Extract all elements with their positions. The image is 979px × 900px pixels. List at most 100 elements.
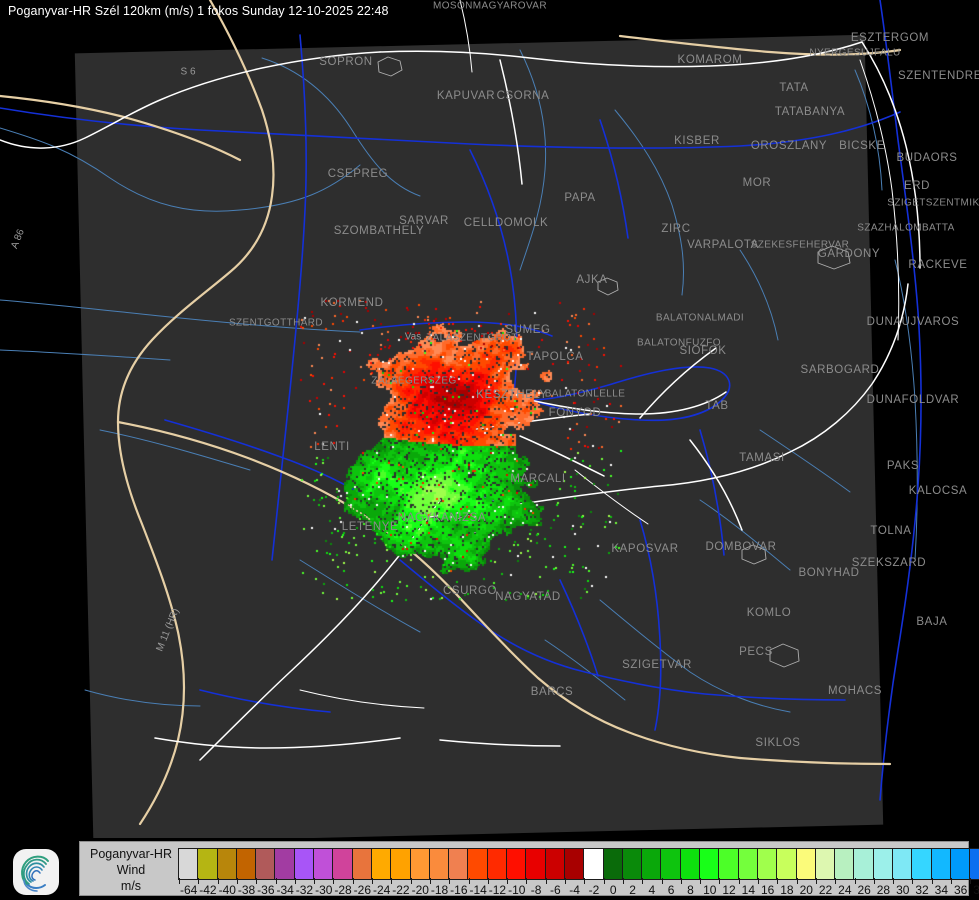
colorbar-tick — [294, 878, 296, 884]
legend-quantity-label: Wind — [116, 863, 146, 877]
omsz-spiral-logo — [13, 849, 59, 895]
radar-map[interactable]: SOPRON MOSONMAGYAROVAR KAPUVAR CSORNA KOMARO… — [0, 0, 979, 838]
colorbar-tick — [700, 878, 702, 884]
colorbar-tick — [545, 878, 547, 884]
colorbar-tick — [372, 878, 373, 884]
colorbar-swatch — [236, 849, 257, 879]
colorbar-legend: Poganyvar-HR Wind m/s -64 -42 -40 -38 -36 -34… — [79, 841, 979, 897]
colorbar-tick-label: 26 — [857, 883, 871, 897]
colorbar-swatch — [892, 849, 913, 879]
colorbar-tick — [603, 878, 605, 884]
colorbar-tick-label: -10 — [508, 883, 526, 897]
legend-title-block: Poganyvar-HR Wind m/s — [88, 846, 174, 894]
colorbar-tick — [738, 878, 740, 884]
colorbar-swatch — [642, 849, 662, 879]
page-title: Poganyvar-HR Szél 120km (m/s) 1 fokos Su… — [8, 4, 389, 18]
colorbar-swatches — [178, 848, 979, 880]
colorbar-swatch — [757, 849, 778, 879]
colorbar-tick-label: -2 — [588, 883, 600, 897]
colorbar-tick-label: -40 — [218, 883, 236, 897]
colorbar-swatch — [815, 849, 836, 879]
colorbar-tick — [970, 878, 972, 884]
colorbar-tick — [526, 878, 528, 884]
colorbar-tick — [314, 878, 316, 884]
colorbar-swatch — [950, 849, 971, 879]
colorbar-swatch — [507, 849, 527, 879]
colorbar-tick — [487, 878, 489, 884]
colorbar-tick-label: 24 — [838, 883, 852, 897]
colorbar-swatch — [738, 849, 758, 879]
colorbar-tick-label: -14 — [469, 883, 487, 897]
colorbar-tick — [507, 878, 509, 884]
colorbar-tick-label: 28 — [876, 883, 891, 897]
colorbar-swatch — [275, 849, 295, 879]
colorbar-tick-label: 34 — [934, 883, 949, 897]
colorbar-swatch — [777, 849, 797, 879]
colorbar-swatch — [352, 849, 372, 879]
colorbar-tick-label: -22 — [392, 883, 410, 897]
colorbar-swatch — [294, 849, 315, 879]
colorbar-swatch — [796, 849, 816, 879]
colorbar-tick — [758, 878, 759, 884]
colorbar-tick — [333, 878, 335, 884]
colorbar-tick — [429, 878, 431, 884]
colorbar-tick-label: -12 — [488, 883, 507, 897]
colorbar-tick-label: -64 — [179, 883, 198, 897]
colorbar-tick — [873, 878, 875, 884]
colorbar-tick — [661, 878, 663, 884]
legend-unit-label: m/s — [120, 879, 142, 893]
colorbar-swatch — [256, 849, 276, 879]
colorbar-tick-label: -4 — [569, 883, 580, 897]
colorbar-tick-label: -8 — [530, 883, 542, 897]
colorbar-swatch — [487, 849, 508, 879]
colorbar-tick — [410, 878, 412, 884]
colorbar-tick-label: 0 — [609, 883, 617, 897]
colorbar-tick — [951, 878, 952, 884]
colorbar-swatch — [564, 849, 585, 879]
legend-site-label: Poganyvar-HR — [90, 847, 172, 861]
colorbar-tick-label: -16 — [450, 883, 468, 897]
colorbar-swatch — [719, 849, 739, 879]
colorbar-swatch — [468, 849, 488, 879]
colorbar-tick-label: 2 — [629, 883, 636, 897]
colorbar-swatch — [835, 849, 855, 879]
colorbar-swatch — [700, 849, 720, 879]
colorbar-swatch — [449, 849, 469, 879]
colorbar-tick-label: 36 — [953, 883, 968, 897]
colorbar-tick-label: -24 — [372, 883, 391, 897]
colorbar-swatch — [198, 849, 218, 879]
colorbar-tick-label: 4 — [648, 883, 656, 897]
colorbar-swatch — [622, 849, 643, 879]
colorbar-tick-label: 20 — [799, 883, 813, 897]
colorbar-tick-label: 6 — [667, 883, 675, 897]
colorbar-swatch — [526, 849, 546, 879]
colorbar-tick-label: 10 — [703, 883, 717, 897]
colorbar-tick-label: 30 — [896, 883, 910, 897]
colorbar-swatch — [410, 849, 430, 879]
colorbar-tick — [352, 878, 354, 884]
colorbar-swatch — [371, 849, 392, 879]
colorbar-tick — [275, 878, 277, 884]
colorbar-swatch — [429, 849, 450, 879]
colorbar-tick-label: -34 — [276, 883, 294, 897]
colorbar-swatch — [931, 849, 951, 879]
colorbar-tick-label: 12 — [722, 883, 736, 897]
colorbar-tick-label: -18 — [430, 883, 449, 897]
colorbar-tick — [642, 878, 644, 884]
colorbar-swatch — [179, 849, 199, 879]
colorbar-swatch — [545, 849, 565, 879]
colorbar-tick-label: 18 — [780, 883, 794, 897]
colorbar-tick-label: -32 — [295, 883, 314, 897]
colorbar-tick — [912, 878, 914, 884]
colorbar-tick-label: 8 — [687, 883, 694, 897]
colorbar-tick — [391, 878, 393, 884]
colorbar-swatch — [873, 849, 893, 879]
colorbar-tick — [449, 878, 451, 884]
colorbar-tick-label: 38 — [973, 883, 979, 897]
colorbar-tick-label: -36 — [257, 883, 275, 897]
colorbar-tick — [815, 878, 817, 884]
colorbar-swatch — [603, 849, 623, 879]
colorbar-tick — [256, 878, 258, 884]
colorbar-swatch — [217, 849, 237, 879]
